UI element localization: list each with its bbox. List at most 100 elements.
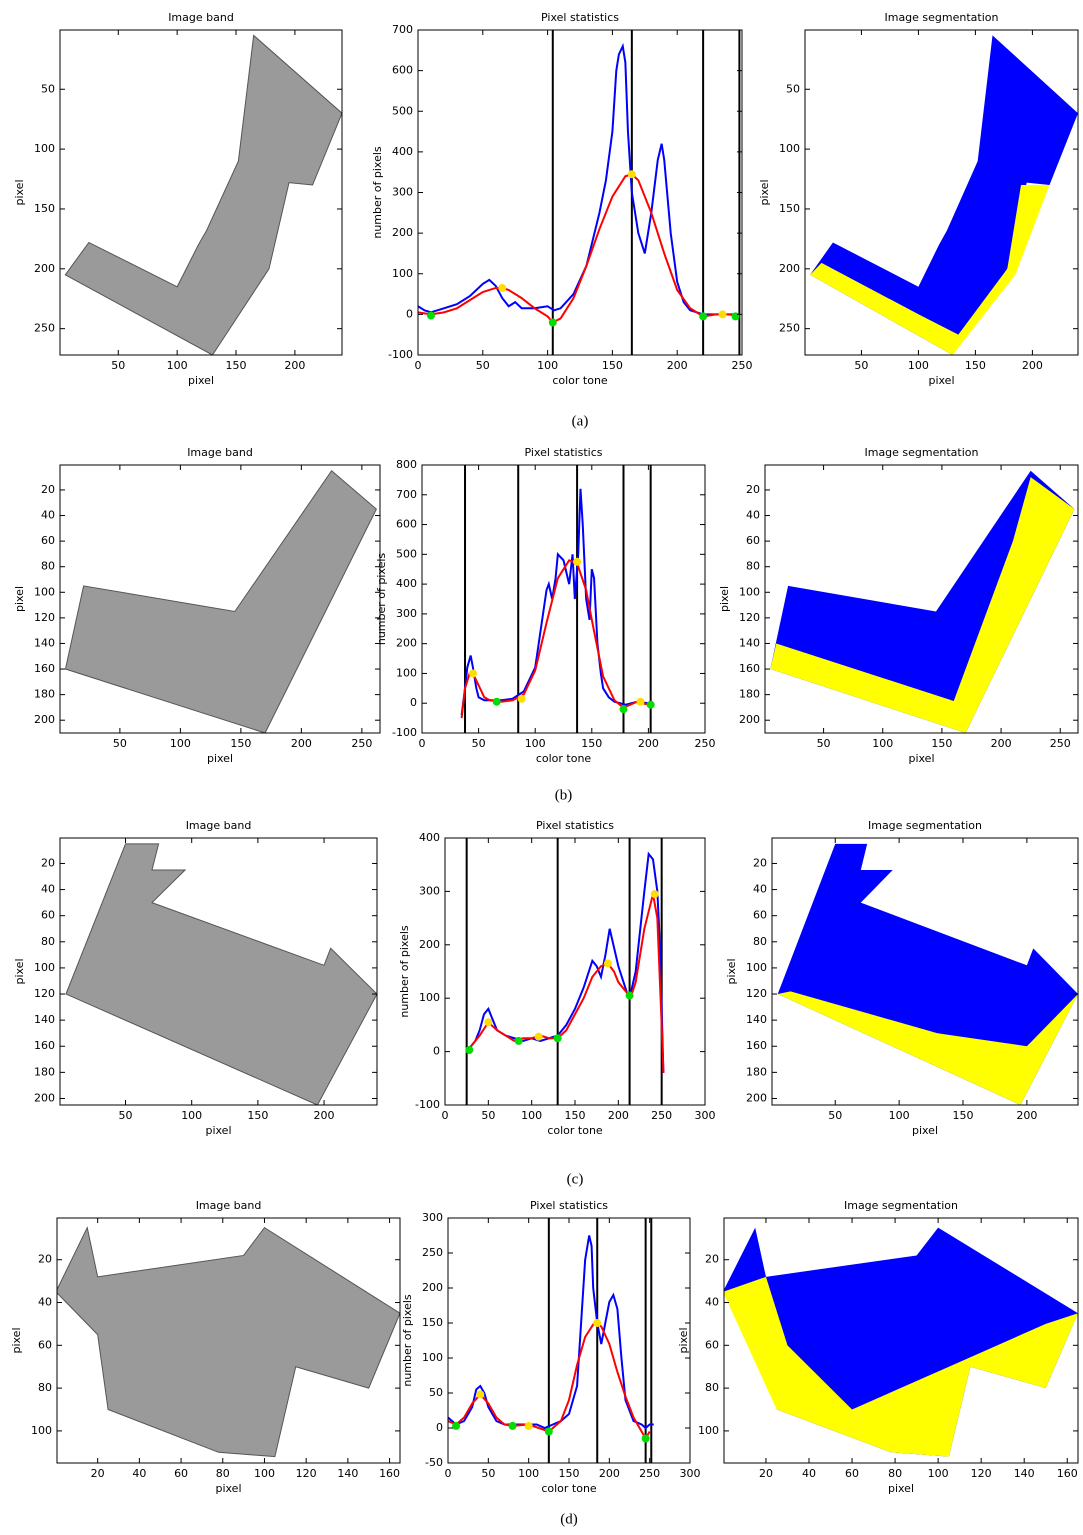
axes-title: Pixel statistics (541, 11, 619, 24)
axes-box (804, 29, 1079, 356)
x-tick-label: 100 (908, 359, 929, 372)
axes-box (417, 29, 743, 356)
plot-area (777, 843, 1078, 1105)
y-tick-label: 200 (34, 1091, 55, 1104)
y-tick-label: 400 (392, 145, 413, 158)
point-marker (517, 694, 526, 703)
point-marker (468, 669, 477, 678)
y-tick-label: 60 (38, 1338, 52, 1351)
x-tick-label: 50 (476, 359, 490, 372)
x-axis-label: pixel (215, 1482, 241, 1495)
y-tick-label: 150 (422, 1316, 443, 1329)
point-marker (636, 697, 645, 706)
x-tick-label: 200 (1022, 359, 1043, 372)
point-marker (627, 170, 636, 179)
point-marker (650, 890, 659, 899)
y-tick-label: 20 (753, 856, 767, 869)
y-tick-label: 180 (34, 688, 55, 701)
x-tick-label: 200 (291, 737, 312, 750)
y-tick-label: 140 (34, 1013, 55, 1026)
axes-title: Image segmentation (868, 819, 982, 832)
x-tick-label: 50 (472, 737, 486, 750)
y-tick-label: 100 (392, 267, 413, 280)
x-tick-label: 150 (247, 1109, 268, 1122)
x-tick-label: 250 (351, 737, 372, 750)
x-tick-label: 200 (638, 737, 659, 750)
y-tick-label: 120 (34, 987, 55, 1000)
x-axis-label: pixel (207, 752, 233, 765)
y-axis-label: number of pixels (401, 1294, 414, 1387)
y-tick-label: 250 (779, 322, 800, 335)
caption: (c) (567, 1171, 584, 1187)
y-tick-label: 80 (753, 935, 767, 948)
y-tick-label: 400 (396, 577, 417, 590)
series-line (466, 893, 665, 1073)
x-tick-label: 200 (599, 1467, 620, 1480)
y-tick-label: 60 (746, 534, 760, 547)
y-tick-label: 160 (34, 1039, 55, 1052)
plot-area (724, 1227, 1078, 1457)
x-tick-label: 150 (602, 359, 623, 372)
segment-yellow (810, 185, 1050, 355)
axes-title: Pixel statistics (530, 1199, 608, 1212)
y-tick-label: -100 (388, 348, 413, 361)
x-tick-label: 250 (695, 737, 716, 750)
y-tick-label: 100 (698, 1424, 719, 1437)
y-tick-label: 500 (396, 547, 417, 560)
x-tick-label: 100 (181, 1109, 202, 1122)
x-tick-label: 50 (828, 1109, 842, 1122)
y-tick-label: 200 (746, 1091, 767, 1104)
y-axis-label: pixel (725, 958, 738, 984)
x-tick-label: 50 (119, 1109, 133, 1122)
y-tick-label: 100 (739, 585, 760, 598)
x-tick-label: 150 (965, 359, 986, 372)
point-marker (508, 1421, 517, 1430)
y-tick-label: 40 (746, 509, 760, 522)
y-tick-label: 100 (396, 666, 417, 679)
y-tick-label: 150 (34, 202, 55, 215)
x-tick-label: 40 (802, 1467, 816, 1480)
y-axis-label: number of pixels (398, 925, 411, 1018)
axes-box (447, 1217, 691, 1464)
y-tick-label: 160 (739, 662, 760, 675)
x-tick-label: 80 (216, 1467, 230, 1480)
axes-title: Pixel statistics (536, 819, 614, 832)
x-tick-label: 50 (854, 359, 868, 372)
point-marker (476, 1390, 485, 1399)
axes-box (764, 464, 1079, 734)
axes-box (421, 464, 706, 734)
y-tick-label: 40 (705, 1296, 719, 1309)
point-marker (548, 318, 557, 327)
x-tick-label: 150 (559, 1467, 580, 1480)
x-tick-label: 200 (991, 737, 1012, 750)
y-tick-label: 600 (396, 518, 417, 531)
y-tick-label: 140 (746, 1013, 767, 1026)
x-tick-label: 300 (695, 1109, 716, 1122)
axes-title: Image segmentation (884, 11, 998, 24)
y-tick-label: 200 (739, 713, 760, 726)
segment-yellow (777, 991, 1078, 1105)
x-tick-label: 160 (379, 1467, 400, 1480)
y-tick-label: 160 (746, 1039, 767, 1052)
y-tick-label: 20 (746, 483, 760, 496)
x-tick-label: 0 (415, 359, 422, 372)
y-tick-label: 100 (746, 961, 767, 974)
y-tick-label: 200 (422, 1281, 443, 1294)
y-tick-label: 500 (392, 104, 413, 117)
plot-area (448, 1218, 654, 1463)
x-tick-label: 120 (296, 1467, 317, 1480)
x-tick-label: 100 (167, 359, 188, 372)
axes-box (59, 837, 378, 1106)
x-tick-label: 250 (639, 1467, 660, 1480)
point-marker (426, 311, 435, 320)
y-tick-label: 20 (41, 483, 55, 496)
x-tick-label: 100 (889, 1109, 910, 1122)
y-tick-label: 60 (705, 1338, 719, 1351)
y-tick-label: 50 (786, 82, 800, 95)
y-tick-label: 100 (34, 585, 55, 598)
x-tick-label: 50 (481, 1109, 495, 1122)
roof-image (64, 470, 377, 733)
axes-box (444, 837, 706, 1106)
y-tick-label: 0 (433, 1045, 440, 1058)
x-tick-label: 150 (581, 737, 602, 750)
